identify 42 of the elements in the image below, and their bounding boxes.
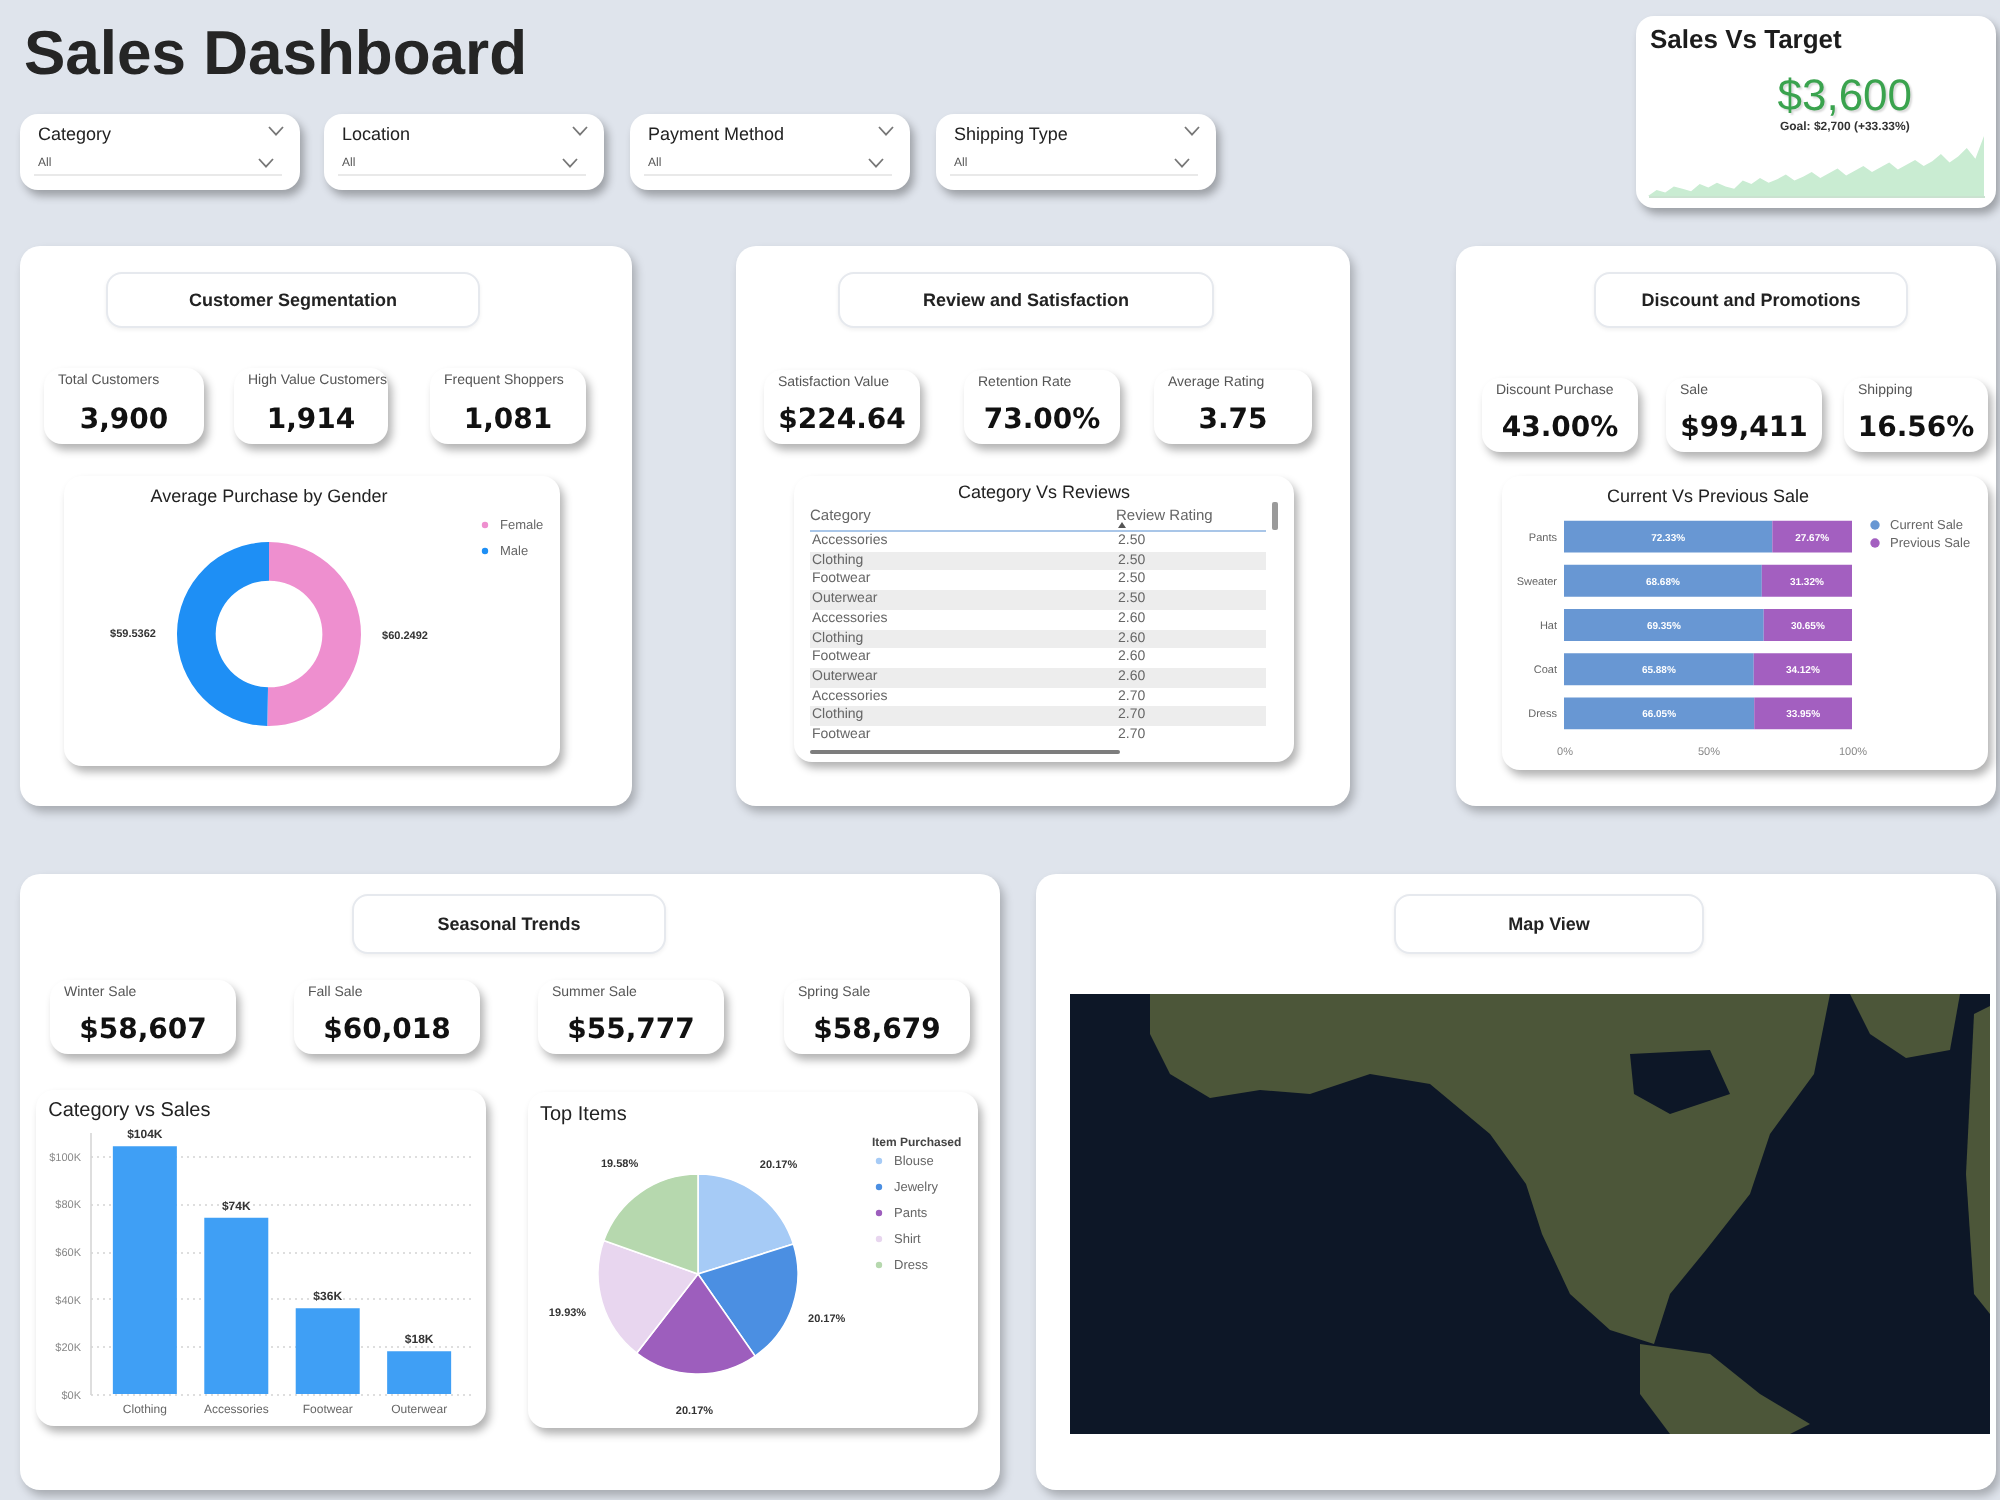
text: 3,900 (79, 404, 169, 436)
text: 1,914 (266, 404, 356, 436)
text: 1,081 (463, 404, 553, 436)
bar (1564, 520, 1773, 553)
chart-title: Top Items (540, 1104, 627, 1126)
text: $3,600 (1777, 70, 1913, 121)
bar (1564, 697, 1755, 730)
text: Category Vs Reviews (957, 482, 1131, 502)
bar (204, 1217, 269, 1394)
text: 3.75 (1198, 404, 1268, 436)
bar (1763, 609, 1852, 641)
bar (112, 1146, 177, 1394)
text: $58,607 (79, 1014, 207, 1046)
chart-title: Sales Vs Target (1650, 24, 1842, 54)
text: Sales Dashboard (24, 18, 528, 90)
text: 43.00% (1501, 412, 1619, 444)
text: $99,411 (1680, 412, 1808, 444)
title-box: Review and Satisfaction (838, 272, 1214, 328)
bar (1761, 564, 1852, 597)
bar (1564, 653, 1754, 686)
title-box: Customer Segmentation (106, 272, 480, 328)
title-box: Discount and Promotions (1594, 272, 1908, 328)
title-box: Seasonal Trends (352, 894, 666, 954)
chart-title: Current Vs Previous Sale (1606, 486, 1810, 506)
text: $58,679 (813, 1014, 941, 1046)
bar (1564, 609, 1764, 641)
text: $55,777 (567, 1014, 695, 1046)
bar (1753, 653, 1852, 686)
donut-slice (177, 542, 269, 726)
title-box: Map View (1394, 894, 1704, 954)
bar (1754, 697, 1852, 730)
text: $60,018 (323, 1014, 451, 1046)
bar (295, 1308, 360, 1394)
text: 73.00% (983, 404, 1101, 436)
text: $224.64 (778, 404, 906, 436)
chart-title: Average Purchase by Gender (150, 486, 388, 506)
chart-title: Category vs Sales (48, 1100, 211, 1123)
bar (1772, 520, 1852, 553)
text: 16.56% (1857, 412, 1975, 444)
donut-slice (267, 542, 361, 726)
bar (1564, 564, 1762, 597)
bar (387, 1351, 452, 1394)
